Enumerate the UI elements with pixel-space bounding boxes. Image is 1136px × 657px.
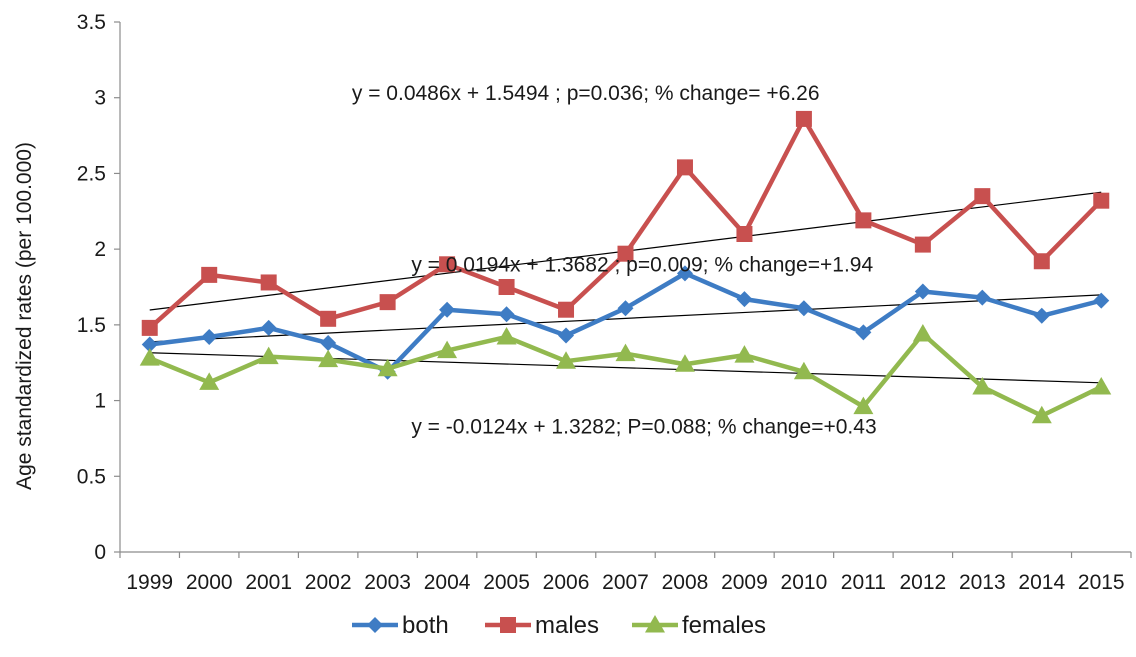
data-point-both <box>141 336 158 353</box>
x-tick-label: 2013 <box>959 571 1006 594</box>
x-tick-label: 2002 <box>305 571 352 594</box>
data-point-females <box>793 361 814 380</box>
data-point-males <box>855 212 872 229</box>
legend-item-males: males <box>485 612 599 639</box>
data-point-both <box>1033 307 1050 324</box>
x-tick-label: 2015 <box>1078 571 1125 594</box>
data-point-both <box>498 306 515 323</box>
data-point-both <box>1093 292 1110 309</box>
data-point-both <box>439 301 456 318</box>
data-point-males <box>498 279 515 295</box>
data-point-males <box>558 301 575 318</box>
data-point-males <box>320 310 337 327</box>
data-point-females <box>615 343 636 362</box>
y-tick-label: 3.5 <box>77 11 106 34</box>
data-point-males <box>1033 253 1050 270</box>
data-point-both <box>260 319 277 336</box>
data-point-females <box>318 349 339 368</box>
x-tick-label: 2010 <box>781 571 828 594</box>
x-tick-label: 2014 <box>1018 571 1065 594</box>
data-point-females <box>556 351 577 369</box>
x-tick-label: 2009 <box>721 571 768 594</box>
x-tick-label: 2011 <box>841 571 886 594</box>
trend-equation-label: y = -0.0124x + 1.3282; P=0.088; % change… <box>411 415 876 438</box>
data-point-both <box>201 328 218 345</box>
data-point-females <box>1091 376 1112 395</box>
x-tick-label: 2003 <box>364 571 411 594</box>
data-point-females <box>199 372 220 390</box>
trend-equation-label: y = 0.0486x + 1.5494 ; p=0.036; % change… <box>352 82 820 105</box>
x-tick-label: 2000 <box>186 571 233 594</box>
y-tick-label: 0 <box>94 541 106 564</box>
data-point-females <box>377 358 398 377</box>
data-point-males <box>974 188 991 205</box>
legend-marker-both <box>367 617 383 633</box>
series-females <box>139 323 1112 424</box>
legend-marker-males <box>500 617 516 633</box>
data-point-females <box>853 396 874 415</box>
data-point-males <box>1093 192 1110 209</box>
legend-label-both: both <box>402 612 449 639</box>
legend-item-both: both <box>352 612 449 639</box>
data-point-both <box>676 265 693 282</box>
axes: 0 0.5 1 1.5 2 2.5 3 3.5 1999 2000 2001 2002 2003 2004… <box>77 11 1132 594</box>
data-point-males <box>201 266 218 283</box>
data-point-females <box>139 348 160 366</box>
trend-equation-label: y = 0.0194x + 1.3682 ; p=0.009; % change… <box>411 253 873 276</box>
data-point-both <box>617 300 634 317</box>
data-point-females <box>1031 405 1052 424</box>
data-point-both <box>558 327 575 344</box>
series-both <box>141 265 1110 380</box>
legend-label-males: males <box>535 612 599 639</box>
data-point-males <box>676 159 693 176</box>
data-point-males <box>795 110 812 127</box>
data-point-females <box>258 346 279 365</box>
legend-label-females: females <box>682 612 766 639</box>
data-point-females <box>972 376 993 395</box>
data-point-males <box>260 274 277 291</box>
y-tick-label: 1 <box>94 390 106 413</box>
y-axis-label: Age standardized rates (per 100.000) <box>13 142 36 490</box>
y-tick-label: 3 <box>94 87 106 110</box>
y-tick-label: 2.5 <box>77 162 106 185</box>
x-tick-label: 2005 <box>483 571 530 594</box>
x-tick-label: 2007 <box>602 571 649 594</box>
data-point-males <box>617 245 634 262</box>
series-males <box>141 110 1110 336</box>
series-layer <box>139 110 1112 424</box>
data-point-both <box>914 283 931 300</box>
annotations: y = 0.0486x + 1.5494 ; p=0.036; % change… <box>352 82 877 438</box>
y-tick-label: 1.5 <box>77 314 106 337</box>
data-point-females <box>912 323 933 342</box>
legend-marker-females <box>645 615 665 633</box>
x-tick-label: 2008 <box>662 571 709 594</box>
y-tick-label: 2 <box>94 238 106 261</box>
data-point-both <box>795 300 812 317</box>
x-tick-label: 1999 <box>126 571 173 594</box>
trendline-both <box>149 294 1102 343</box>
data-point-females <box>496 326 517 345</box>
data-point-females <box>674 354 695 372</box>
x-tick-label: 2012 <box>899 571 946 594</box>
data-point-both <box>974 289 991 306</box>
data-point-males <box>141 319 158 336</box>
data-point-both <box>320 335 337 352</box>
y-tick-label: 0.5 <box>77 465 106 488</box>
data-point-both <box>736 291 753 308</box>
data-point-males <box>379 294 396 311</box>
x-tick-label: 2001 <box>245 571 292 594</box>
legend: both males females <box>352 612 766 639</box>
data-point-both <box>855 324 872 341</box>
data-point-females <box>734 345 755 363</box>
data-point-males <box>736 226 753 242</box>
data-point-males <box>914 236 931 253</box>
data-point-females <box>437 340 458 359</box>
x-tick-label: 2004 <box>424 571 471 594</box>
legend-item-females: females <box>632 612 766 639</box>
data-point-males <box>439 256 456 273</box>
x-tick-label: 2006 <box>543 571 590 594</box>
